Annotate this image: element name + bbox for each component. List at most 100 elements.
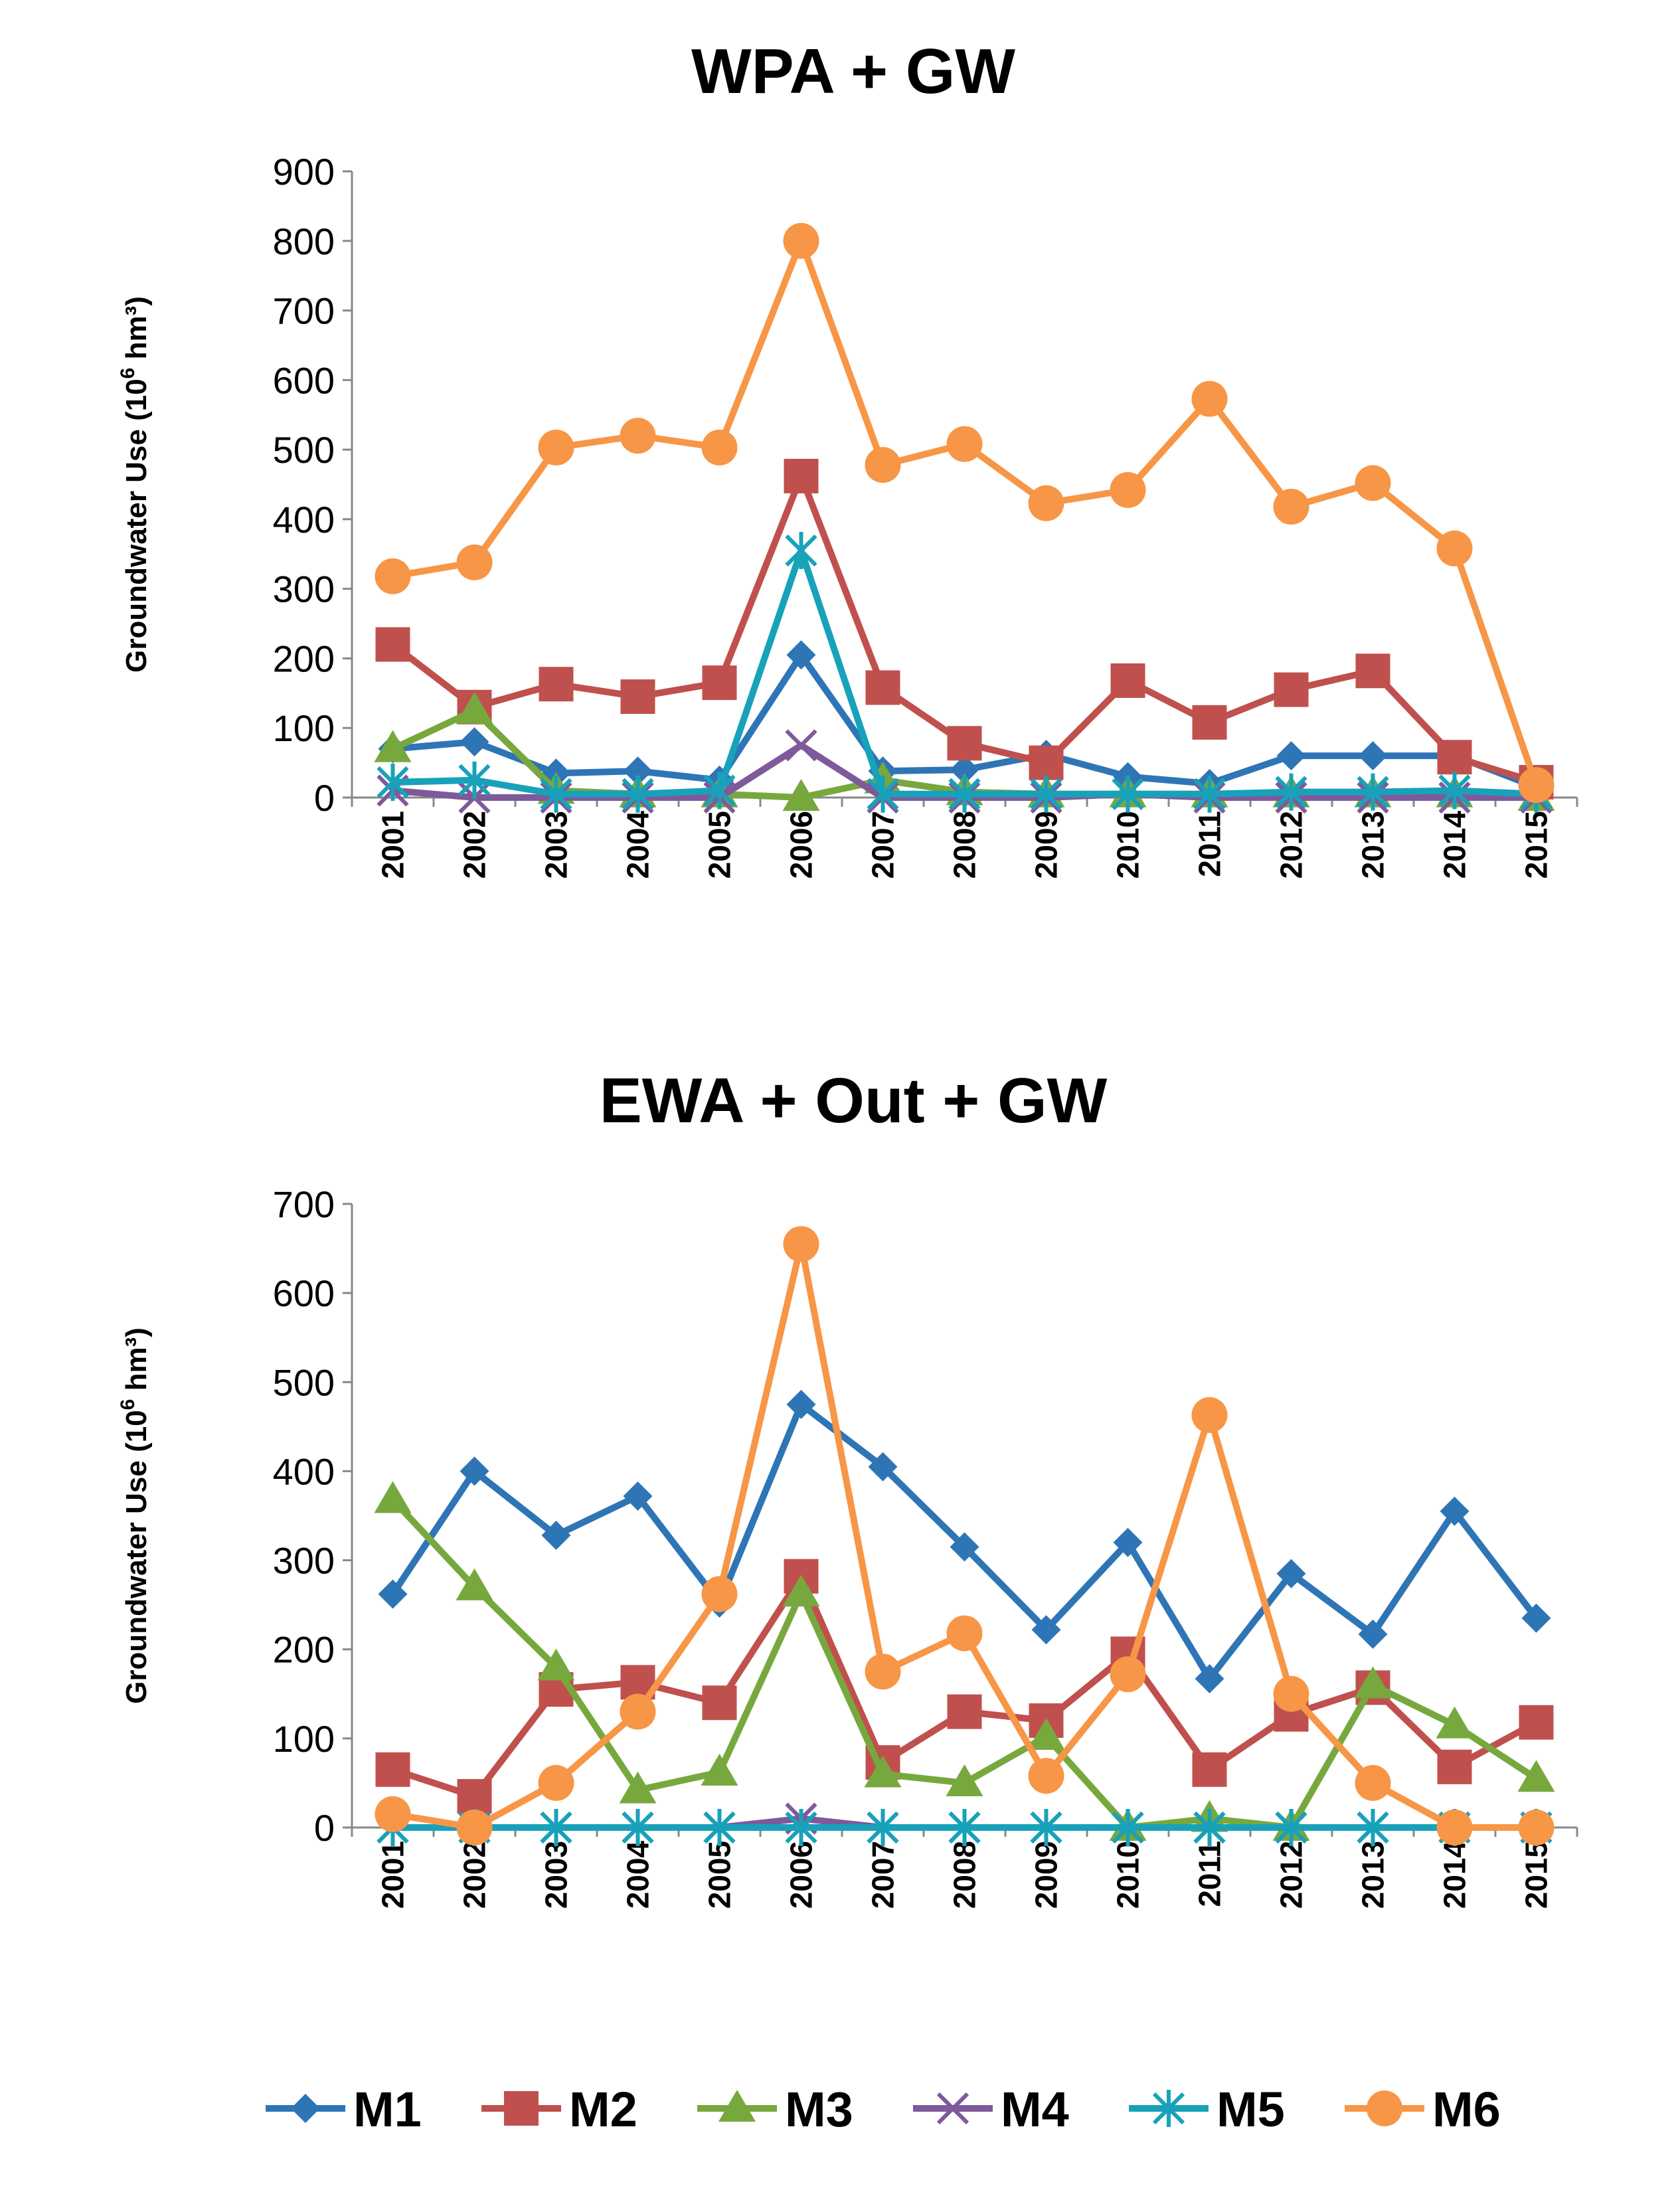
point-m6 bbox=[701, 1576, 738, 1612]
point-m1 bbox=[460, 1456, 489, 1486]
point-m6 bbox=[865, 447, 901, 483]
point-m1 bbox=[541, 1521, 571, 1551]
x-tick-label: 2015 bbox=[1519, 1841, 1554, 1909]
y-axis-label: Groundwater Use (106 hm³) bbox=[117, 1327, 153, 1704]
point-m5 bbox=[1193, 775, 1226, 813]
point-m2 bbox=[1519, 1705, 1554, 1740]
point-m2 bbox=[1355, 653, 1390, 689]
point-m3 bbox=[864, 1755, 902, 1788]
x-tick-label: 2008 bbox=[948, 1841, 982, 1909]
y-tick-label: 500 bbox=[273, 1361, 335, 1403]
chart-title: EWA + Out + GW bbox=[600, 1065, 1108, 1136]
point-m6 bbox=[701, 429, 738, 466]
point-m2 bbox=[457, 1779, 492, 1814]
x-tick-label: 2011 bbox=[1193, 811, 1227, 877]
y-tick-label: 200 bbox=[273, 1629, 335, 1671]
point-m3 bbox=[1027, 1718, 1065, 1750]
x-tick-label: 2011 bbox=[1193, 1841, 1227, 1907]
x-tick-label: 2001 bbox=[376, 1841, 410, 1909]
x-tick-label: 2014 bbox=[1438, 1841, 1472, 1909]
x-tick-label: 2005 bbox=[703, 811, 737, 879]
point-m3 bbox=[782, 1574, 820, 1607]
point-m2 bbox=[539, 667, 574, 702]
point-m3 bbox=[374, 730, 412, 762]
point-m5 bbox=[1357, 1809, 1389, 1846]
point-m6 bbox=[1436, 1810, 1473, 1845]
point-m2 bbox=[375, 627, 410, 662]
point-m2 bbox=[702, 1685, 737, 1721]
y-tick-label: 700 bbox=[273, 1183, 335, 1225]
legend-marker-m6 bbox=[1367, 2090, 1402, 2126]
series-line-m6 bbox=[392, 237, 1540, 786]
x-tick-label: 2004 bbox=[621, 811, 655, 879]
point-m5 bbox=[540, 1809, 572, 1846]
point-m2 bbox=[865, 670, 900, 705]
x-tick-label: 2009 bbox=[1029, 1841, 1064, 1909]
point-m2 bbox=[1192, 1752, 1227, 1787]
point-m3 bbox=[782, 779, 820, 811]
legend-item-m4: M4 bbox=[913, 2082, 1069, 2137]
point-m6 bbox=[865, 1654, 901, 1690]
point-m1 bbox=[623, 1481, 653, 1511]
x-tick-label: 2003 bbox=[539, 811, 574, 879]
point-m6 bbox=[946, 1615, 983, 1652]
y-axis-label-sup: 6 bbox=[117, 368, 139, 379]
legend-label: M6 bbox=[1432, 2082, 1501, 2137]
point-m5 bbox=[622, 1809, 654, 1846]
point-m6 bbox=[1518, 767, 1554, 804]
point-m6 bbox=[1273, 1675, 1309, 1712]
y-axis-label-sup: 6 bbox=[117, 1399, 139, 1410]
point-m5 bbox=[1030, 1809, 1062, 1846]
point-m6 bbox=[783, 1226, 819, 1262]
x-tick-label: 2001 bbox=[376, 811, 410, 879]
x-tick-label: 2009 bbox=[1029, 811, 1064, 879]
y-axis-label-text: Groundwater Use (10 bbox=[120, 379, 153, 673]
y-tick-label: 400 bbox=[273, 499, 335, 541]
point-m1 bbox=[1358, 1619, 1388, 1649]
y-tick-label: 100 bbox=[273, 1718, 335, 1760]
point-m6 bbox=[375, 558, 411, 594]
point-m6 bbox=[1518, 1810, 1554, 1845]
point-m5 bbox=[458, 761, 491, 799]
x-tick-label: 2007 bbox=[866, 1841, 900, 1909]
chart-title: WPA + GW bbox=[691, 36, 1015, 107]
y-axis-label: Groundwater Use (106 hm³) bbox=[117, 296, 153, 673]
point-m5 bbox=[867, 1809, 899, 1846]
series-m1 bbox=[378, 1389, 1551, 1693]
legend-marker-m1 bbox=[291, 2094, 320, 2123]
point-m1 bbox=[786, 1389, 816, 1419]
legend-label: M4 bbox=[1001, 2082, 1069, 2137]
point-m6 bbox=[456, 544, 493, 580]
x-tick-label: 2013 bbox=[1356, 811, 1390, 879]
point-m2 bbox=[375, 1752, 410, 1787]
series-m5 bbox=[377, 1809, 1553, 1846]
point-m6 bbox=[456, 1810, 493, 1845]
point-m2 bbox=[620, 679, 655, 715]
y-tick-label: 600 bbox=[273, 359, 335, 401]
point-m6 bbox=[1273, 489, 1309, 525]
point-m2 bbox=[947, 726, 982, 761]
point-m5 bbox=[785, 532, 817, 570]
point-m1 bbox=[1440, 1496, 1470, 1526]
x-tick-label: 2014 bbox=[1438, 811, 1472, 879]
point-m5 bbox=[1275, 1809, 1307, 1846]
point-m6 bbox=[1028, 485, 1064, 521]
series-m5 bbox=[377, 532, 1553, 813]
x-tick-label: 2013 bbox=[1356, 1841, 1390, 1909]
point-m5 bbox=[785, 1809, 817, 1846]
legend: M1 M2 M3 M4 M5 M6 bbox=[266, 2082, 1501, 2137]
point-m5 bbox=[1357, 773, 1389, 811]
series-m2 bbox=[375, 458, 1554, 800]
y-tick-label: 500 bbox=[273, 429, 335, 471]
point-m5 bbox=[1438, 772, 1471, 809]
point-m1 bbox=[1031, 1615, 1061, 1645]
point-m1 bbox=[1358, 741, 1388, 771]
x-tick-label: 2002 bbox=[458, 811, 492, 879]
legend-item-m1: M1 bbox=[266, 2082, 422, 2137]
point-m5 bbox=[1193, 1809, 1226, 1846]
y-axis-label-unit: hm³) bbox=[120, 296, 153, 368]
legend-marker-m4 bbox=[936, 2092, 969, 2125]
y-axis-label-text: Groundwater Use (10 bbox=[120, 1410, 153, 1704]
x-tick-label: 2012 bbox=[1274, 1841, 1309, 1909]
point-m1 bbox=[786, 640, 816, 670]
